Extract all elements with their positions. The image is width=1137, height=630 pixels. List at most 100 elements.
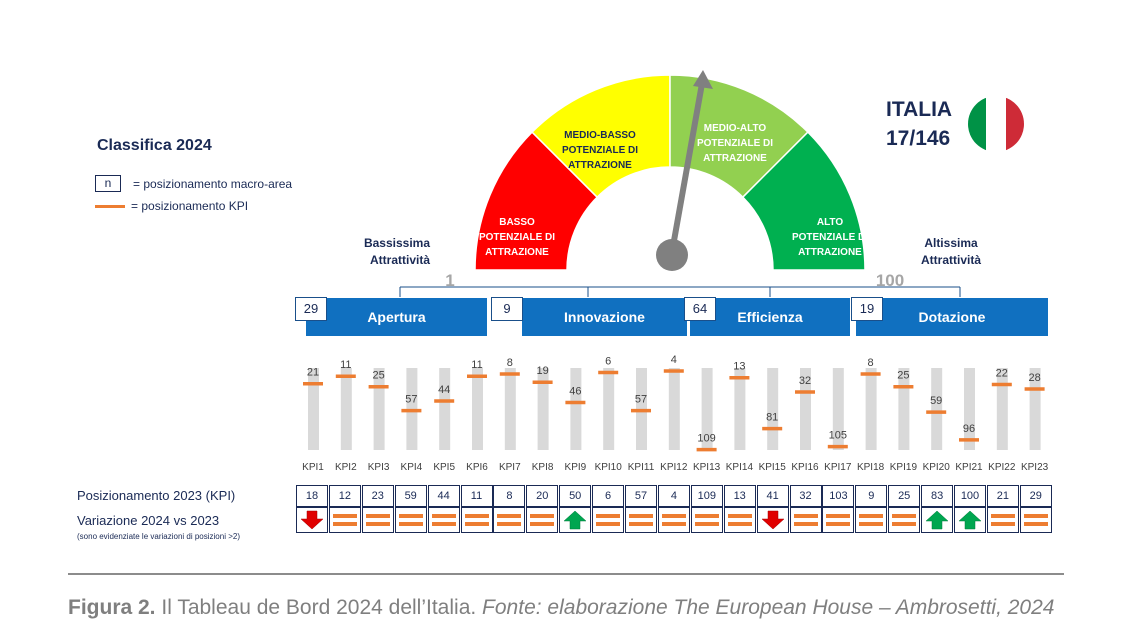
kpi-bar [931,368,943,450]
equal-icon [727,514,752,526]
kpi-rank-label: 57 [405,394,417,406]
kpi-bar [603,368,615,450]
variation-cell [986,507,1019,533]
kpi-rank-label: 81 [766,412,778,424]
pos-2023-cell: 12 [328,485,361,507]
attractiveness-gauge: BASSO POTENZIALE DI ATTRAZIONE MEDIO-BASSO P… [399,70,961,297]
caption-rule [68,573,1064,575]
kpi-tick-label: KPI12 [660,462,688,473]
kpi-rank-label: 22 [996,367,1008,379]
kpi-bar [996,368,1008,450]
variation-cell [460,507,493,533]
variation-cell [690,507,723,533]
kpi-rank-label: 44 [438,384,450,396]
legend-dash-text: = posizionamento KPI [131,199,249,213]
macro-score-innovazione: 9 [491,297,523,321]
legend-box-text: = posizionamento macro-area [133,176,293,191]
kpi-rank-label: 8 [507,357,513,369]
arrow-down-icon [300,510,324,530]
kpi-tick-label: KPI10 [595,462,623,473]
equal-icon [596,514,621,526]
variation-cell [559,507,592,533]
pos-2023-cell: 9 [855,485,888,507]
gauge-segment-4 [741,131,866,271]
kpi-rank-label: 59 [930,395,942,407]
variation-cell [921,507,954,533]
gauge-needle-hub [656,239,688,271]
kpi-bar [504,368,516,450]
equal-icon [892,514,917,526]
low-attractiveness-label: Bassissima Attrattività [363,236,430,267]
caption-source: Fonte: elaborazione The European House –… [482,596,1055,619]
kpi-tick-label: KPI5 [433,462,455,473]
kpi-tick-label: KPI2 [335,462,357,473]
pos-2023-cell: 59 [394,485,427,507]
kpi-rank-label: 109 [697,433,715,445]
kpi-bar [373,368,385,450]
kpi-bar [1029,368,1041,450]
macro-score-dotazione: 19 [851,297,883,321]
variation-cell [789,507,822,533]
kpi-bar [537,368,549,450]
equal-icon [661,514,686,526]
variation-label: Variazione 2024 vs 2023 [77,513,220,528]
kpi-rank-label: 11 [471,359,482,371]
kpi-bar [800,368,811,450]
variation-cell [657,507,690,533]
variation-cell [1019,507,1052,533]
variation-cell [493,507,526,533]
variation-cell [954,507,986,533]
kpi-bar [898,368,910,450]
country-rank: 17/146 [886,127,951,150]
arrow-up-icon [958,510,982,530]
kpi-rank-label: 105 [829,430,847,442]
kpi-bar [832,368,844,450]
kpi-bar [865,368,877,450]
caption-fig: Figura 2. [68,596,156,619]
variation-cell [394,507,427,533]
kpi-bar [570,368,582,450]
country-name: ITALIA [886,98,953,121]
pos-2023-cell: 50 [559,485,592,507]
pos-2023-cell: 20 [526,485,559,507]
kpi-rank-label: 6 [605,355,611,367]
pos-2023-cell: 109 [690,485,723,507]
pos-2023-cell: 32 [789,485,822,507]
kpi-rank-label: 19 [536,365,548,377]
kpi-tick-label: KPI21 [955,462,983,473]
kpi-tick-label: KPI19 [890,462,918,473]
variation-cell [328,507,361,533]
kpi-tick-label: KPI20 [923,462,951,473]
arrow-up-icon [563,510,587,530]
kpi-tick-label: KPI22 [988,462,1016,473]
gauge-max-label: 100 [876,271,904,290]
kpi-rank-label: 28 [1028,372,1040,384]
kpi-tick-label: KPI23 [1021,462,1049,473]
italy-flag-icon [968,96,1024,152]
equal-icon [1023,514,1048,526]
pos-2023-cell: 41 [756,485,789,507]
gauge-segment-label-3: MEDIO-ALTO POTENZIALE DI ATTRAZIONE [697,123,773,164]
pos-2023-cell: 44 [427,485,460,507]
variation-cell [723,507,756,533]
kpi-rank-label: 96 [963,423,975,435]
kpi-bar-chart: 21 KPI1 11 KPI2 25 KPI3 57 KPI4 44 KPI5 11 KPI6 8 KPI… [302,354,1049,473]
arrow-up-icon [925,510,949,530]
variation-cell [822,507,855,533]
pos-2023-cell: 4 [657,485,690,507]
equal-icon [497,514,522,526]
kpi-bar [734,368,746,450]
gauge-segment-label-2: MEDIO-BASSO POTENZIALE DI ATTRAZIONE [562,130,638,171]
legend-macro-row: n = posizionamento macro-area [95,175,292,192]
equal-icon [365,514,390,526]
macro-score-efficienza: 64 [684,297,716,321]
pos-2023-label: Posizionamento 2023 (KPI) [77,488,236,503]
variation-cell [625,507,657,533]
gauge-min-label: 1 [445,271,454,290]
kpi-tick-label: KPI7 [499,462,521,473]
kpi-tick-label: KPI13 [693,462,721,473]
kpi-rank-label: 25 [897,370,909,382]
kpi-bar [767,368,779,450]
macro-score-apertura: 29 [295,297,327,321]
